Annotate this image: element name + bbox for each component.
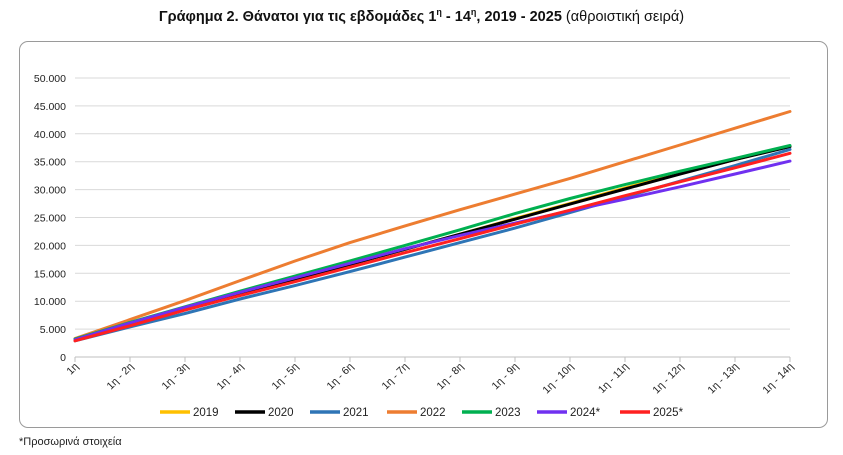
y-tick-label: 15.000 [34, 268, 66, 280]
y-tick-label: 25.000 [34, 213, 66, 225]
y-tick-label: 40.000 [34, 129, 66, 141]
chart-title-sup-2: η [470, 7, 477, 18]
y-tick-label: 50.000 [34, 73, 66, 85]
y-tick-label: 45.000 [34, 101, 66, 113]
x-tick-label: 1η - 2η [105, 361, 137, 393]
chart-title-bold-3: , 2019 - 2025 [476, 9, 562, 25]
chart-title-bold-1: Γράφημα 2. Θάνατοι για τις εβδομάδες 1 [158, 9, 437, 25]
x-tick-label: 1η - 3η [160, 361, 192, 393]
x-tick-label: 1η - 6η [325, 361, 357, 393]
y-tick-label: 0 [60, 352, 66, 364]
chart-title-sup-1: η [436, 7, 442, 18]
legend-label: 2021 [343, 407, 369, 419]
x-tick-label: 1η - 7η [380, 361, 412, 393]
legend-label: 2020 [268, 407, 294, 419]
series-line-2025 [73, 151, 792, 343]
x-tick-label: 1η - 10η [540, 361, 576, 397]
y-tick-label: 30.000 [34, 185, 66, 197]
chart-title-bold-2: - 14 [441, 9, 471, 25]
legend-label: 2022 [420, 407, 446, 419]
x-tick-label: 1η - 4η [215, 361, 247, 393]
series-line-2022 [73, 110, 792, 341]
x-tick-label: 1η - 9η [490, 361, 522, 393]
x-tick-label: 1η - 13η [705, 361, 741, 397]
footnote: *Προσωρινά στοιχεία [19, 436, 122, 448]
legend-label: 2019 [193, 407, 219, 419]
series-line-2024 [73, 159, 792, 342]
x-tick-label: 1η [64, 361, 81, 378]
x-tick-label: 1η - 11η [596, 361, 631, 396]
chart-title: Γράφημα 2. Θάνατοι για τις εβδομάδες 1η … [0, 7, 843, 25]
x-tick-label: 1η - 5η [270, 361, 302, 393]
chart-title-normal: (αθροιστική σειρά) [561, 9, 685, 25]
x-tick-label: 1η - 14η [760, 361, 796, 397]
legend-label: 2023 [495, 407, 521, 419]
y-tick-label: 10.000 [34, 296, 66, 308]
legend-label: 2024* [570, 407, 601, 419]
x-tick-label: 1η - 8η [435, 361, 467, 393]
legend-label: 2025* [653, 407, 684, 419]
y-tick-label: 20.000 [34, 240, 66, 252]
y-tick-label: 5.000 [40, 324, 66, 336]
x-tick-label: 1η - 12η [650, 361, 686, 397]
y-tick-label: 35.000 [34, 157, 66, 169]
